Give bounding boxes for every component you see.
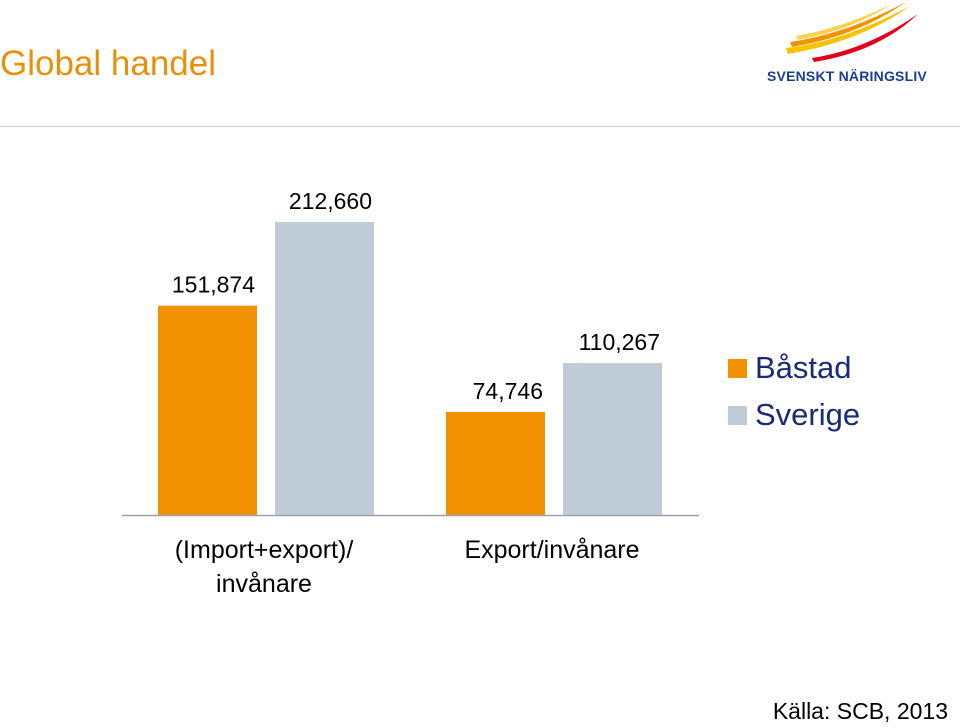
category-label-1: Export/invånare xyxy=(464,536,639,564)
legend-label-bastad: Båstad xyxy=(755,350,852,385)
legend-swatch-sverige xyxy=(728,406,747,425)
source-note: Källa: SCB, 2013 xyxy=(772,698,948,724)
data-label-sverige-1: 110,267 xyxy=(579,329,660,355)
bar-sverige-1 xyxy=(563,363,662,515)
data-label-båstad-0: 151,874 xyxy=(172,272,255,298)
category-label-0: (Import+export)/invånare xyxy=(175,536,354,598)
header-divider xyxy=(0,126,960,127)
legend-label-sverige: Sverige xyxy=(755,397,861,432)
data-label-sverige-0: 212,660 xyxy=(289,188,372,214)
legend-swatch-bastad xyxy=(728,359,747,378)
data-label-båstad-1: 74,746 xyxy=(473,378,543,404)
page-title: Global handel xyxy=(0,44,216,83)
bar-båstad-1 xyxy=(446,411,545,515)
logo-wordmark: SVENSKT NÄRINGSLIV xyxy=(767,68,927,84)
bar-sverige-0 xyxy=(275,221,374,515)
svenskt-naringsliv-logo: SVENSKT NÄRINGSLIV xyxy=(760,2,960,92)
swoosh-logo-icon xyxy=(786,2,918,62)
bar-båstad-0 xyxy=(158,305,257,515)
